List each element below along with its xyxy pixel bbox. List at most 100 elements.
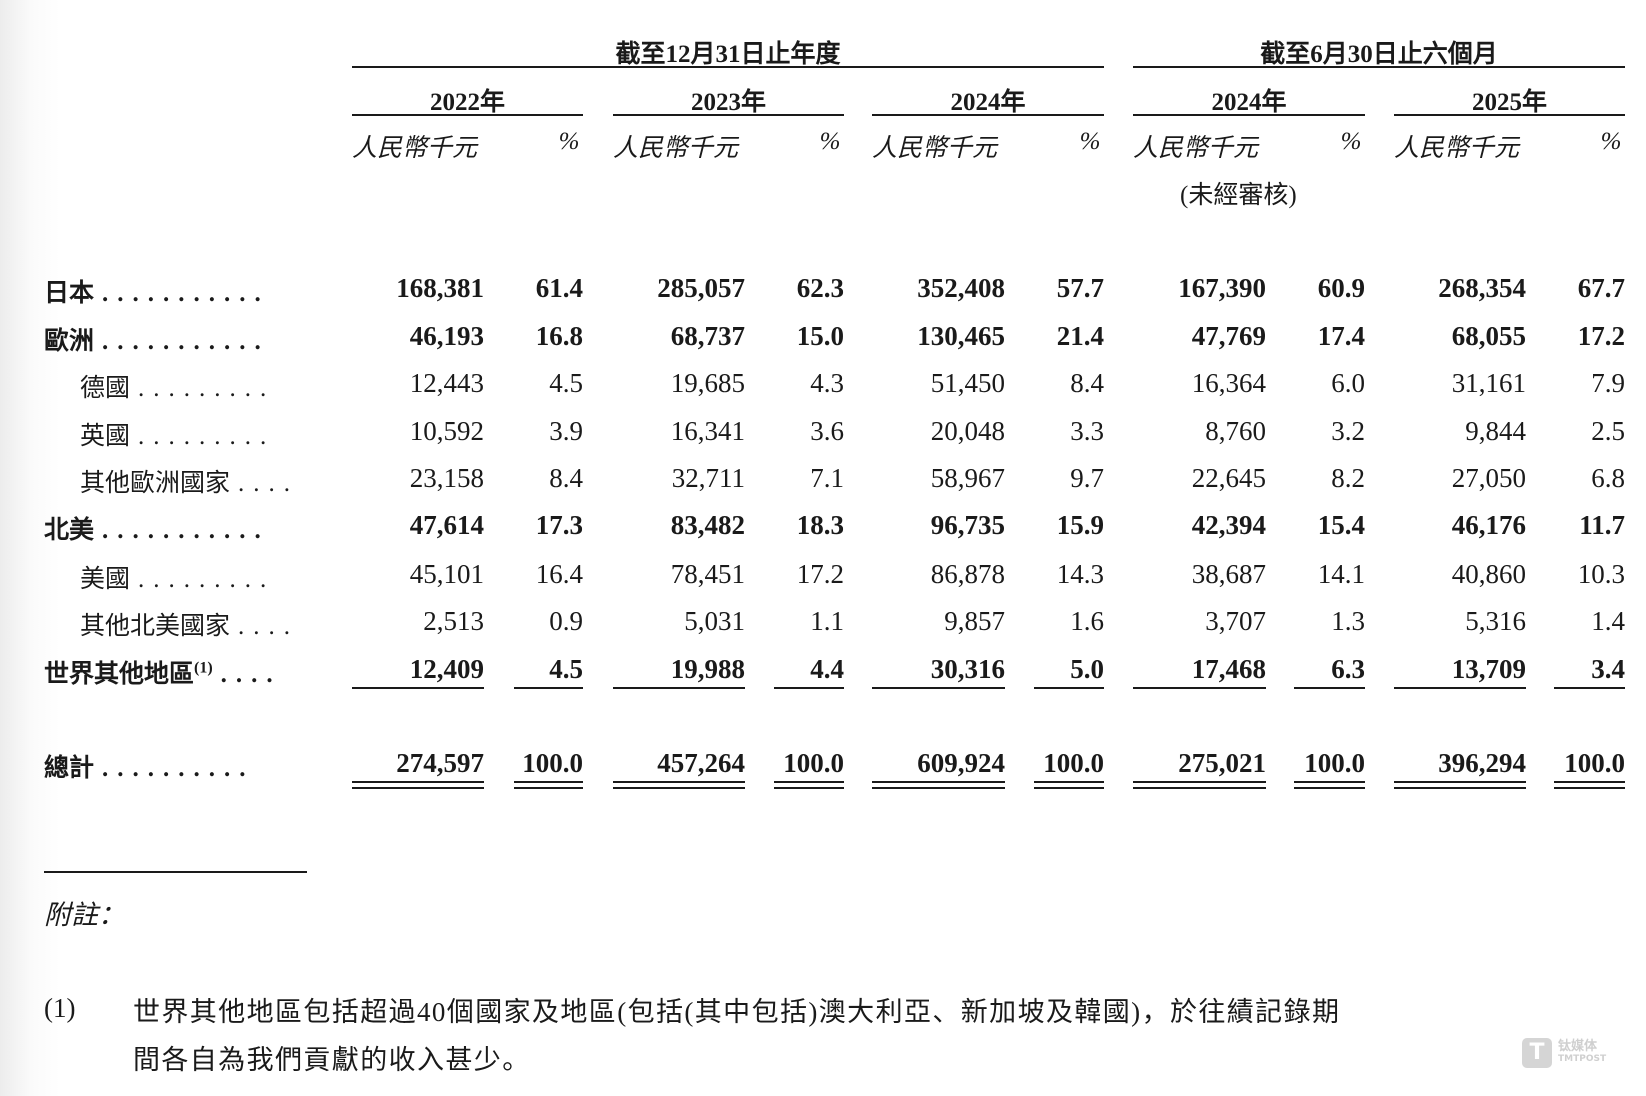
subtotal-rule: [774, 687, 844, 689]
unit-amount: 人民幣千元: [613, 135, 739, 162]
unaudited-note: (未經審核): [1180, 182, 1297, 209]
percent-cell: 17.3: [535, 510, 583, 540]
percent-cell: 3.6: [810, 416, 844, 446]
footnote-marker: (1): [44, 993, 76, 1023]
amount-cell: 17,468: [1191, 654, 1266, 684]
total-double-rule: [1394, 781, 1526, 789]
year-header: 2024年: [1211, 89, 1287, 116]
footnote-divider: [44, 871, 307, 873]
percent-cell: 16.8: [535, 321, 583, 351]
amount-cell: 12,443: [409, 368, 484, 398]
subtotal-rule: [1133, 687, 1266, 689]
subtotal-rule: [872, 687, 1005, 689]
row-label: 美國.........: [80, 559, 275, 595]
percent-cell: 4.5: [549, 368, 583, 398]
percent-cell: 57.7: [1056, 273, 1104, 303]
amount-cell: 8,760: [1205, 416, 1266, 446]
leader-dots: .........: [138, 423, 276, 450]
amount-cell: 27,050: [1451, 463, 1526, 493]
total-percent: 100.0: [522, 748, 583, 778]
amount-cell: 86,878: [930, 559, 1005, 589]
total-amount: 396,294: [1438, 748, 1526, 778]
amount-cell: 47,769: [1191, 321, 1266, 351]
total-double-rule: [1133, 781, 1266, 789]
percent-cell: 15.4: [1317, 510, 1365, 540]
percent-cell: 1.4: [1591, 606, 1625, 636]
year-header: 2024年: [950, 89, 1026, 116]
subtotal-rule: [1394, 687, 1526, 689]
amount-cell: 32,711: [671, 463, 745, 493]
percent-cell: 1.6: [1070, 606, 1104, 636]
amount-cell: 285,057: [657, 273, 745, 303]
amount-cell: 268,354: [1438, 273, 1526, 303]
amount-cell: 10,592: [409, 416, 484, 446]
amount-cell: 23,158: [409, 463, 484, 493]
row-label: 日本...........: [44, 273, 270, 309]
year-rule: [1133, 114, 1365, 116]
amount-cell: 30,316: [930, 654, 1005, 684]
amount-cell: 31,161: [1451, 368, 1526, 398]
unit-percent: %: [1079, 128, 1101, 155]
year-rule: [872, 114, 1104, 116]
percent-cell: 60.9: [1317, 273, 1365, 303]
table-row: 日本........... 168,381 61.4 285,057 62.3 352,4…: [0, 273, 1646, 307]
amount-cell: 38,687: [1191, 559, 1266, 589]
unit-amount: 人民幣千元: [1133, 135, 1259, 162]
row-label: 北美...........: [44, 510, 270, 546]
total-double-rule: [1034, 781, 1104, 789]
percent-cell: 14.1: [1317, 559, 1365, 589]
amount-cell: 47,614: [409, 510, 484, 540]
subtotal-rule: [1034, 687, 1104, 689]
percent-cell: 9.7: [1070, 463, 1104, 493]
watermark-en: TMTPOST: [1558, 1054, 1607, 1064]
footnote-line-1: 世界其他地區包括超過40個國家及地區(包括(其中包括)澳大利亞、新加坡及韓國)，…: [133, 997, 1341, 1027]
header-interim: 截至6月30日止六個月: [1260, 41, 1498, 68]
total-percent: 100.0: [1564, 748, 1625, 778]
percent-cell: 3.9: [549, 416, 583, 446]
percent-cell: 7.9: [1591, 368, 1625, 398]
subtotal-rule: [352, 687, 484, 689]
amount-cell: 20,048: [930, 416, 1005, 446]
percent-cell: 4.5: [549, 654, 583, 684]
amount-cell: 130,465: [917, 321, 1005, 351]
percent-cell: 17.4: [1317, 321, 1365, 351]
amount-cell: 16,364: [1191, 368, 1266, 398]
amount-cell: 68,737: [670, 321, 745, 351]
percent-cell: 21.4: [1056, 321, 1104, 351]
row-label-text: 德國: [80, 375, 131, 402]
amount-cell: 19,685: [670, 368, 745, 398]
footnote-line-2: 間各自為我們貢獻的收入甚少。: [133, 1045, 531, 1075]
total-amount: 275,021: [1178, 748, 1266, 778]
row-label: 其他歐洲國家....: [80, 463, 299, 499]
header-annual-rule: [352, 66, 1104, 68]
percent-cell: 67.7: [1577, 273, 1625, 303]
header-interim-rule: [1133, 66, 1625, 68]
amount-cell: 2,513: [423, 606, 484, 636]
amount-cell: 5,031: [684, 606, 745, 636]
watermark-logo: T 钛媒体 TMTPOST: [1522, 1038, 1606, 1068]
total-amount: 274,597: [396, 748, 484, 778]
unit-percent: %: [1600, 128, 1622, 155]
row-label-text: 英國: [80, 423, 131, 450]
amount-cell: 16,341: [670, 416, 745, 446]
amount-cell: 13,709: [1451, 654, 1526, 684]
amount-cell: 168,381: [396, 273, 484, 303]
leader-dots: ...........: [102, 280, 270, 307]
percent-cell: 10.3: [1577, 559, 1625, 589]
leader-dots: .........: [138, 375, 276, 402]
watermark-cn: 钛媒体: [1558, 1039, 1598, 1054]
total-percent: 100.0: [783, 748, 844, 778]
amount-cell: 51,450: [930, 368, 1005, 398]
total-amount: 457,264: [657, 748, 745, 778]
percent-cell: 6.8: [1591, 463, 1625, 493]
amount-cell: 96,735: [930, 510, 1005, 540]
total-double-rule: [774, 781, 844, 789]
total-amount: 609,924: [917, 748, 1005, 778]
table-row: 北美........... 47,614 17.3 83,482 18.3 96,735 1…: [0, 510, 1646, 544]
row-label-text: 日本: [44, 280, 95, 307]
percent-cell: 8.2: [1331, 463, 1365, 493]
leader-dots: .........: [138, 566, 276, 593]
table-row: 英國......... 10,592 3.9 16,341 3.6 20,048 3.3 8,…: [0, 416, 1646, 450]
row-label: 德國.........: [80, 368, 275, 404]
amount-cell: 19,988: [670, 654, 745, 684]
